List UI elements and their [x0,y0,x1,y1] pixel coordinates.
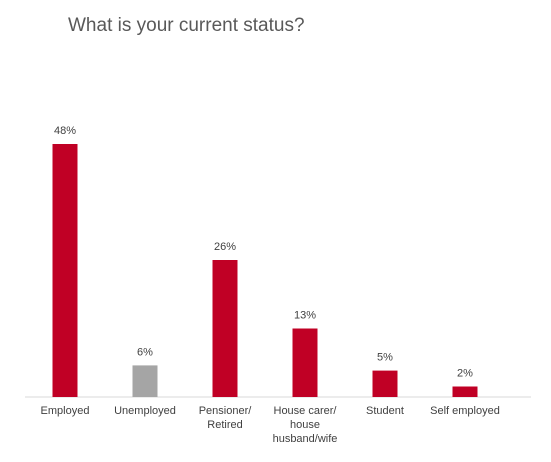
category-label-line: husband/wife [273,433,338,445]
category-label-line: Employed [41,405,90,417]
category-label-line: Student [366,405,404,417]
data-label-pensioner-retired: 26% [214,241,236,253]
bar-house-carer-house-husband-wife [292,328,318,397]
data-label-unemployed: 6% [137,346,153,358]
category-label-line: Pensioner/ [199,405,253,417]
data-label-employed: 48% [54,125,76,137]
bar-student [372,370,398,397]
category-label-house-carer-house-husband-wife: House carer/house husband/wife [273,405,338,445]
chart-title: What is your current status? [68,15,305,36]
bar-employed [52,144,78,397]
category-label-self-employed: Self employed [430,405,500,417]
category-label-line: Unemployed [114,405,176,417]
bars-group [52,144,478,397]
category-label-line: House carer/ [274,405,338,417]
category-label-line: Retired [207,419,242,431]
category-label-unemployed: Unemployed [114,405,176,417]
data-labels-group: 48% 6% 26% 13% 5% 2% [54,125,473,380]
category-label-line: Self employed [430,405,500,417]
category-label-employed: Employed [41,405,90,417]
category-labels-group: Employed Unemployed Pensioner/Retired House… [41,405,500,445]
category-label-line: house [290,419,320,431]
category-label-pensioner-retired: Pensioner/Retired [199,405,253,431]
bar-unemployed [132,365,158,397]
data-label-student: 5% [377,352,393,364]
data-label-house-carer-house-husband-wife: 13% [294,310,316,322]
bar-self-employed [452,386,478,397]
bar-pensioner-retired [212,260,238,397]
category-label-student: Student [366,405,404,417]
data-label-self-employed: 2% [457,368,473,380]
